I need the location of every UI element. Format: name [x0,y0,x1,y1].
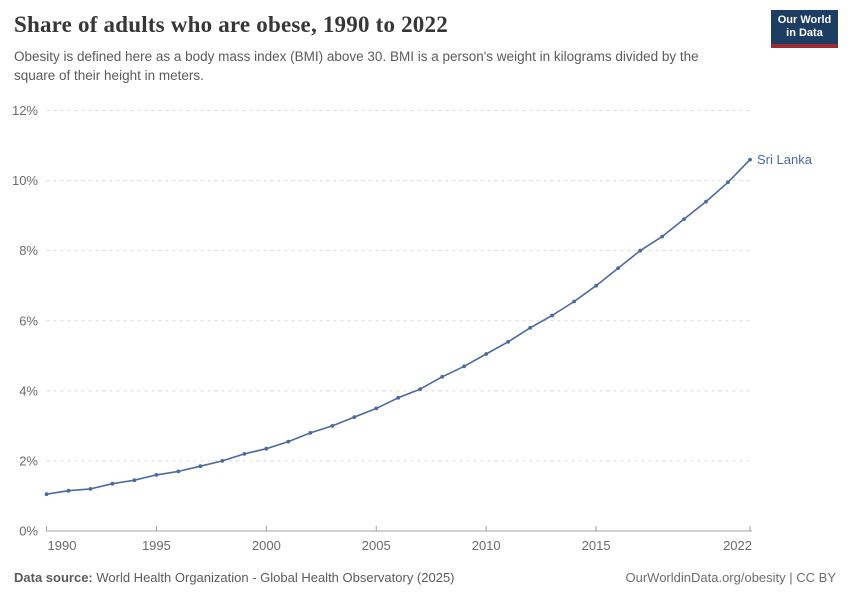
data-point[interactable] [66,488,71,493]
x-axis-label: 2010 [472,538,501,553]
data-point[interactable] [110,481,115,486]
y-axis-label: 2% [19,453,38,468]
data-point[interactable] [132,478,137,483]
data-point[interactable] [462,364,467,369]
y-axis-label: 8% [19,243,38,258]
chart-header: Share of adults who are obese, 1990 to 2… [14,12,754,85]
data-source-label: Data source: [14,570,93,585]
data-point[interactable] [396,395,401,400]
data-point[interactable] [506,339,511,344]
page-title: Share of adults who are obese, 1990 to 2… [14,12,448,37]
y-axis-label: 0% [19,524,38,539]
data-point[interactable] [264,446,269,451]
data-point[interactable] [528,325,533,330]
data-point[interactable] [198,464,203,469]
data-point[interactable] [44,492,49,497]
chart-subtitle: Obesity is defined here as a body mass i… [14,49,699,83]
data-point[interactable] [660,234,664,239]
data-point[interactable] [704,199,708,204]
x-axis-label: 1990 [48,538,77,553]
chart-footer: Data source: World Health Organization -… [14,570,836,585]
data-point[interactable] [440,374,445,379]
data-point[interactable] [418,387,423,391]
data-point[interactable] [154,473,159,477]
data-point[interactable] [330,424,335,428]
data-point[interactable] [748,157,752,162]
y-axis-label: 6% [19,313,38,328]
data-point[interactable] [88,487,93,491]
y-axis-label: 12% [12,103,38,118]
data-point[interactable] [484,352,489,356]
data-point[interactable] [374,406,379,411]
data-source-text: World Health Organization - Global Healt… [92,570,455,585]
data-point[interactable] [220,459,225,463]
data-point[interactable] [594,283,598,288]
data-point[interactable] [638,248,642,253]
credit-link[interactable]: OurWorldinData.org/obesity | CC BY [625,570,837,585]
x-axis-label: 2005 [362,538,391,553]
owid-logo[interactable]: Our World in Data [771,10,838,48]
data-point[interactable] [286,439,291,444]
data-source: Data source: World Health Organization -… [14,570,455,585]
data-point[interactable] [616,266,620,271]
x-axis-label: 2000 [252,538,281,553]
data-point[interactable] [352,415,357,419]
data-point[interactable] [242,452,247,456]
data-point[interactable] [572,299,576,304]
owid-logo-line1: Our World [777,14,832,26]
y-axis-label: 10% [12,173,38,188]
series-label: Sri Lanka [757,152,813,167]
y-axis-label: 4% [19,383,38,398]
data-point[interactable] [682,217,686,222]
x-axis-label: 1995 [142,538,171,553]
owid-logo-text: Our World in Data [771,10,838,44]
data-point[interactable] [726,180,730,185]
trend-line[interactable] [46,159,751,495]
x-axis-label: 2015 [582,538,611,553]
owid-logo-line2: in Data [786,27,823,39]
x-axis-label: 2022 [723,538,752,553]
data-point[interactable] [308,431,313,435]
data-point[interactable] [176,469,181,474]
data-point[interactable] [550,313,554,318]
